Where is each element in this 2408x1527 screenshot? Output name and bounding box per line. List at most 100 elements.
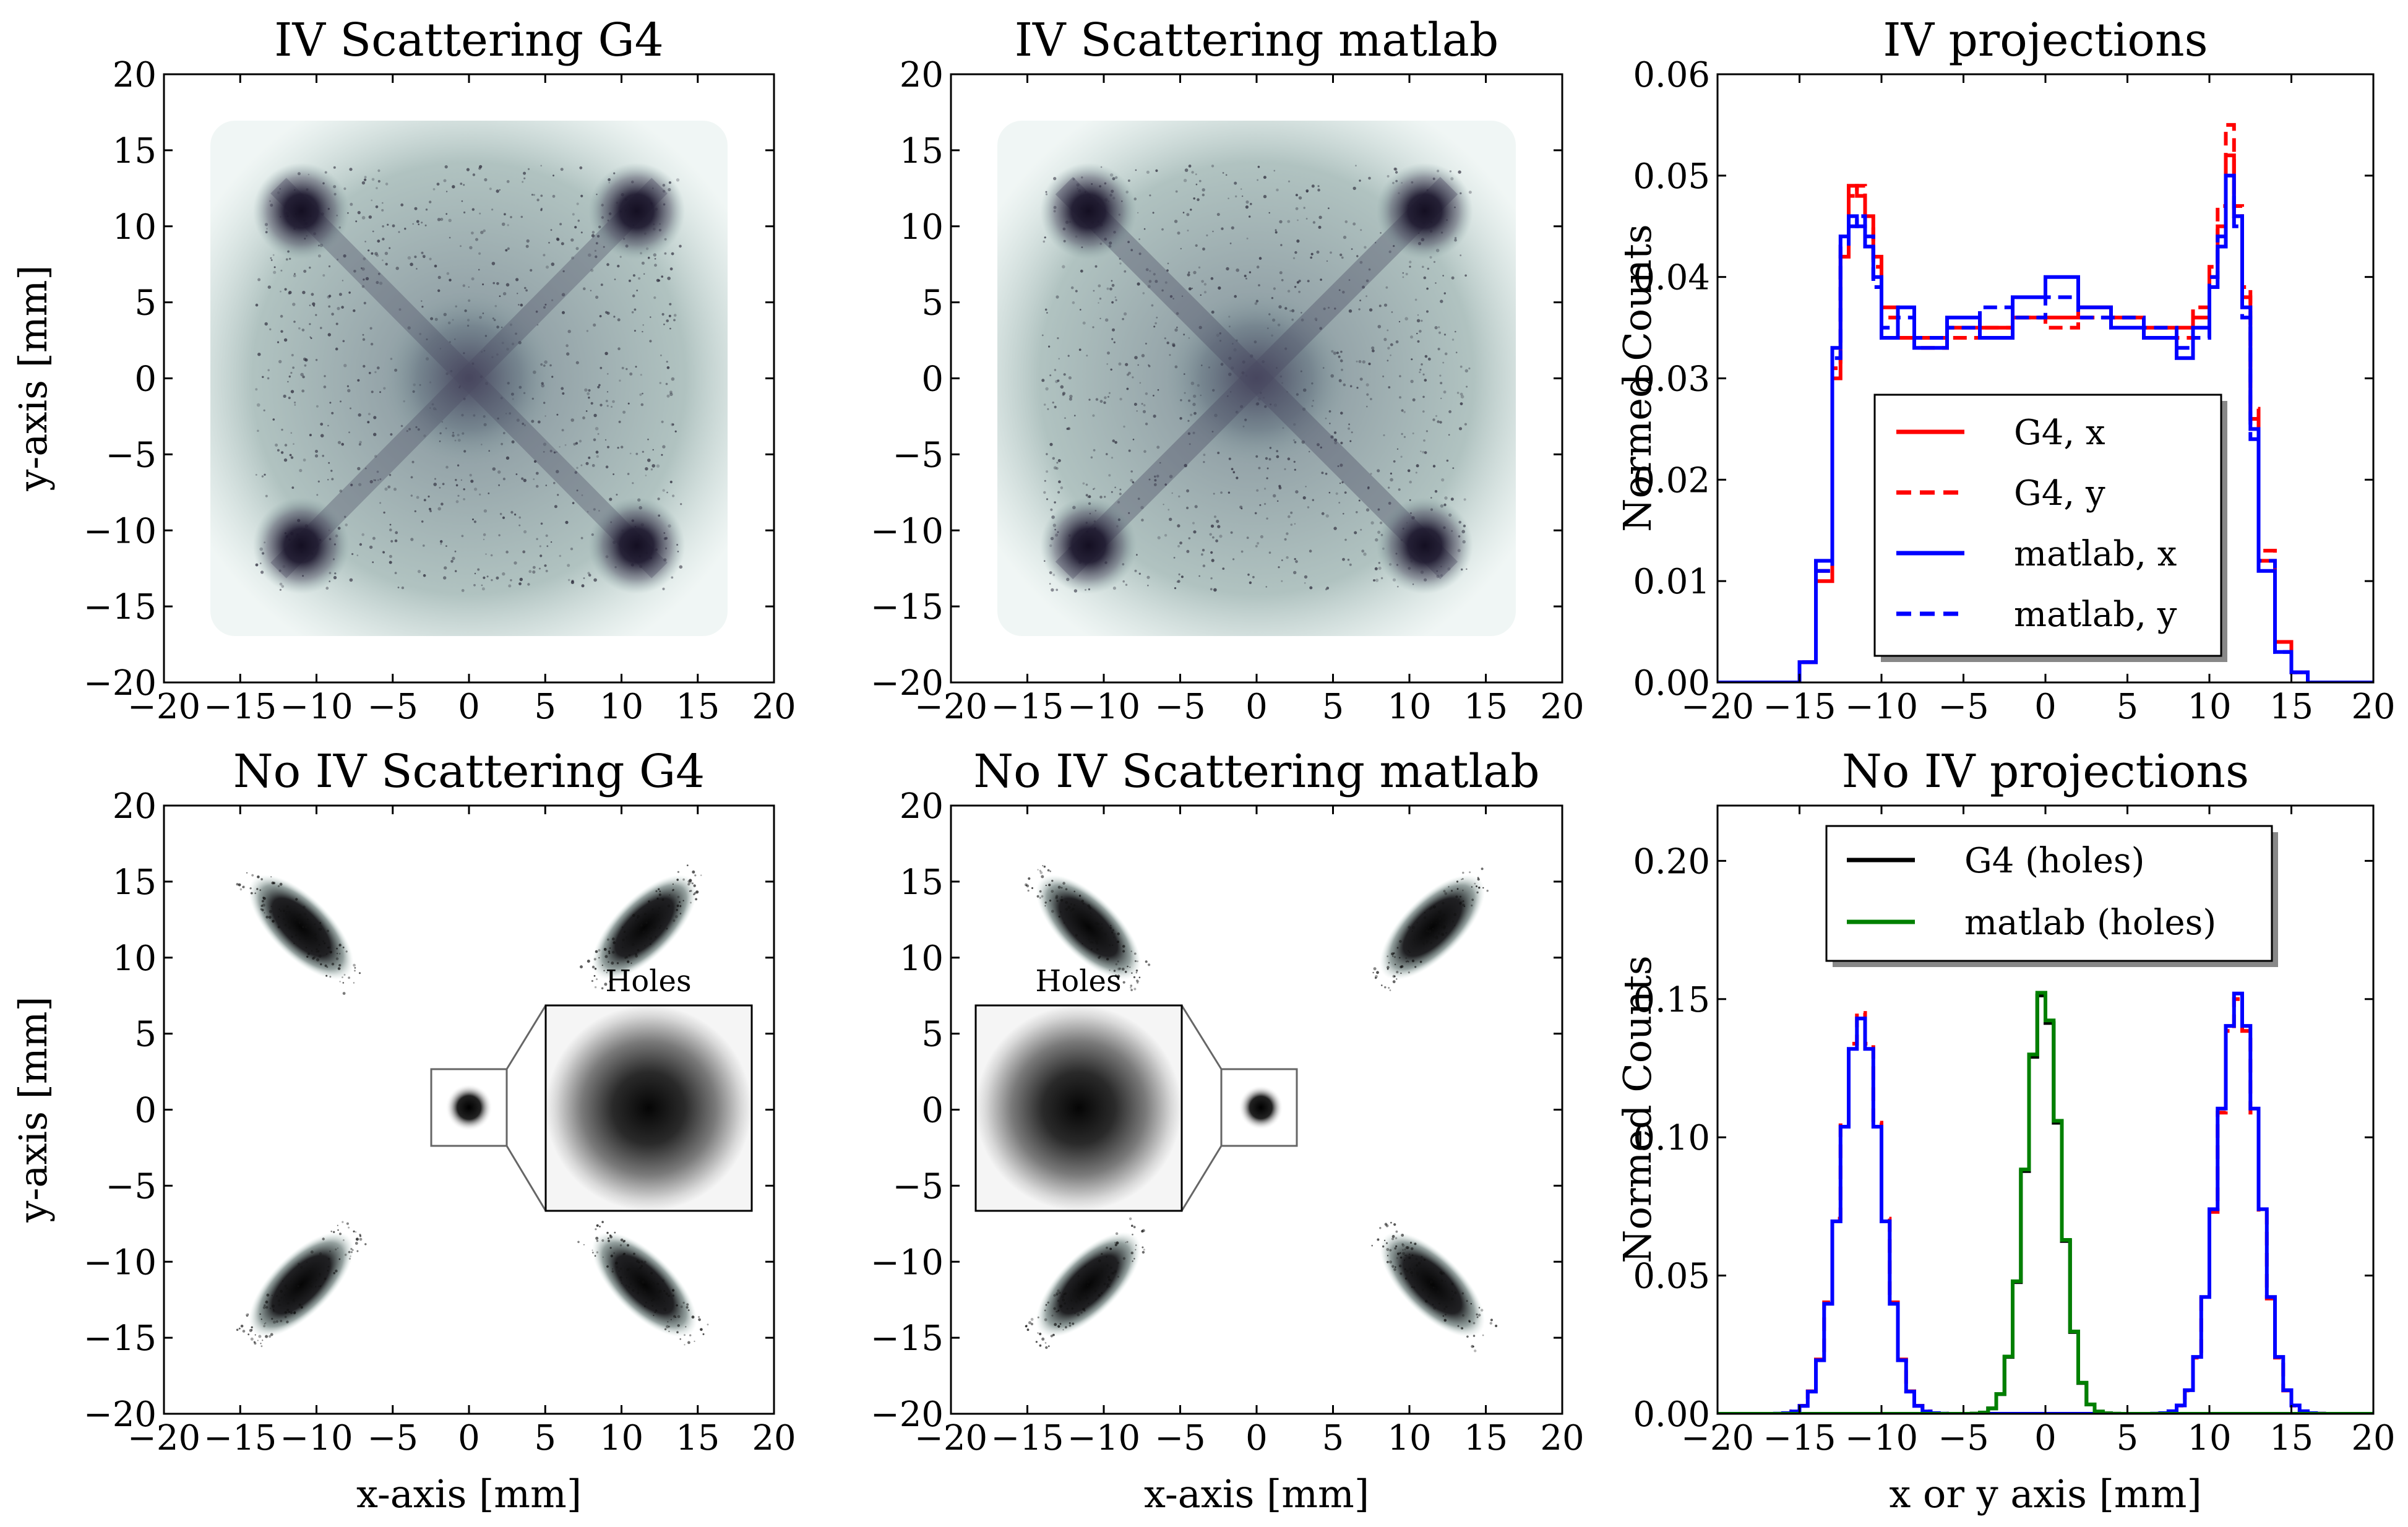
scatter-dot [272,1310,275,1312]
scatter-dot [363,278,365,281]
scatter-dot [565,344,569,347]
scatter-dot [376,281,379,285]
scatter-dot [654,258,656,260]
scatter-dot [411,460,415,463]
legend-box [1825,825,2273,962]
scatter-dot [666,361,668,363]
scatter-dot [1330,435,1334,439]
scatter-dot [665,382,668,385]
scatter-dot [1368,363,1371,366]
scatter-dot [1114,933,1116,935]
scatter-dot [1044,1309,1046,1312]
scatter-dot [320,434,324,437]
scatter-dot [556,238,560,241]
scatter-dot [483,229,486,233]
scatter-dot [1090,915,1092,918]
scatter-dot [1364,246,1367,249]
scatter-dot [1057,1289,1060,1293]
hotspot [1376,163,1473,260]
scatter-dot [1454,1291,1457,1294]
scatter-dot [325,974,328,977]
scatter-dot [1091,941,1094,944]
heatmap-no-iv-g4 [236,864,709,1348]
scatter-dot [316,494,319,496]
scatter-dot [1145,423,1148,426]
scatter-dot [605,400,608,403]
scatter-dot [1188,165,1192,168]
scatter-dot [429,510,432,512]
scatter-dot [1210,524,1215,528]
scatter-dot [497,470,501,474]
scatter-dot [1201,280,1204,283]
scatter-dot [1273,494,1276,497]
scatter-dot [1390,343,1393,346]
diagonal-band [1055,176,1458,580]
scatter-dot [666,394,670,398]
scatter-dot [538,567,541,570]
scatter-dot [442,483,445,486]
scatter-dot [1389,1249,1392,1252]
scatter-dot [262,1340,264,1341]
scatter-dot [507,224,509,226]
scatter-dot [263,409,265,411]
scatter-dot [597,385,600,389]
scatter-dot [301,389,305,393]
scatter-dot [1215,539,1218,543]
scatter-dot [488,493,490,494]
scatter-dot [583,287,586,291]
scatter-dot [1486,890,1489,892]
scatter-dot [379,282,383,285]
scatter-dot [530,269,533,272]
scatter-dot [595,255,598,259]
scatter-dot [1416,332,1418,335]
scatter-dot [370,343,374,346]
scatter-dot [303,357,307,361]
scatter-dot [1218,286,1221,290]
scatter-dot [1387,174,1390,178]
scatter-dot [1312,499,1314,501]
hotspot [252,497,350,594]
scatter-dot [450,560,454,563]
scatter-dot [545,534,548,537]
scatter-dot [273,1309,274,1310]
scatter-dot [1390,354,1391,356]
scatter-dot [273,1320,276,1324]
scatter-dot [635,452,639,455]
scatter-dot [1059,1304,1063,1308]
y-tick-label: 20 [900,786,944,827]
x-tick-label: −10 [1067,1418,1140,1458]
x-tick-label: 20 [1540,1418,1584,1458]
x-tick-label: −15 [991,1418,1064,1458]
scatter-dot [598,510,600,512]
scatter-dot [581,494,583,496]
scatter-dot [1045,387,1049,391]
scatter-dot [1413,1286,1416,1289]
scatter-dot [609,980,612,983]
scatter-dot [643,913,647,916]
scatter-dot [679,913,682,914]
scatter-dot [1047,1301,1049,1304]
scatter-dot [457,464,460,467]
scatter-dot [1377,1238,1380,1241]
scatter-dot [440,218,444,221]
scatter-dot [1138,238,1140,240]
scatter-dot [1062,392,1066,395]
scatter-dot [1400,972,1402,974]
scatter-dot [510,510,514,514]
scatter-dot [1266,517,1268,520]
x-tick-label: −10 [1845,687,1918,727]
scatter-dot [639,393,642,397]
scatter-dot [642,1280,645,1284]
hotspot [1040,497,1137,594]
scatter-dot [338,953,341,955]
scatter-dot [607,938,609,941]
scatter-dot [1438,326,1440,329]
scatter-dot [652,449,654,451]
scatter-dot [1296,281,1299,284]
scatter-dot [280,314,283,318]
x-tick-label: −10 [1067,687,1140,727]
y-tick-label: −15 [84,1318,157,1359]
y-tick-label: 20 [113,55,157,95]
scatter-dot [1130,950,1132,952]
